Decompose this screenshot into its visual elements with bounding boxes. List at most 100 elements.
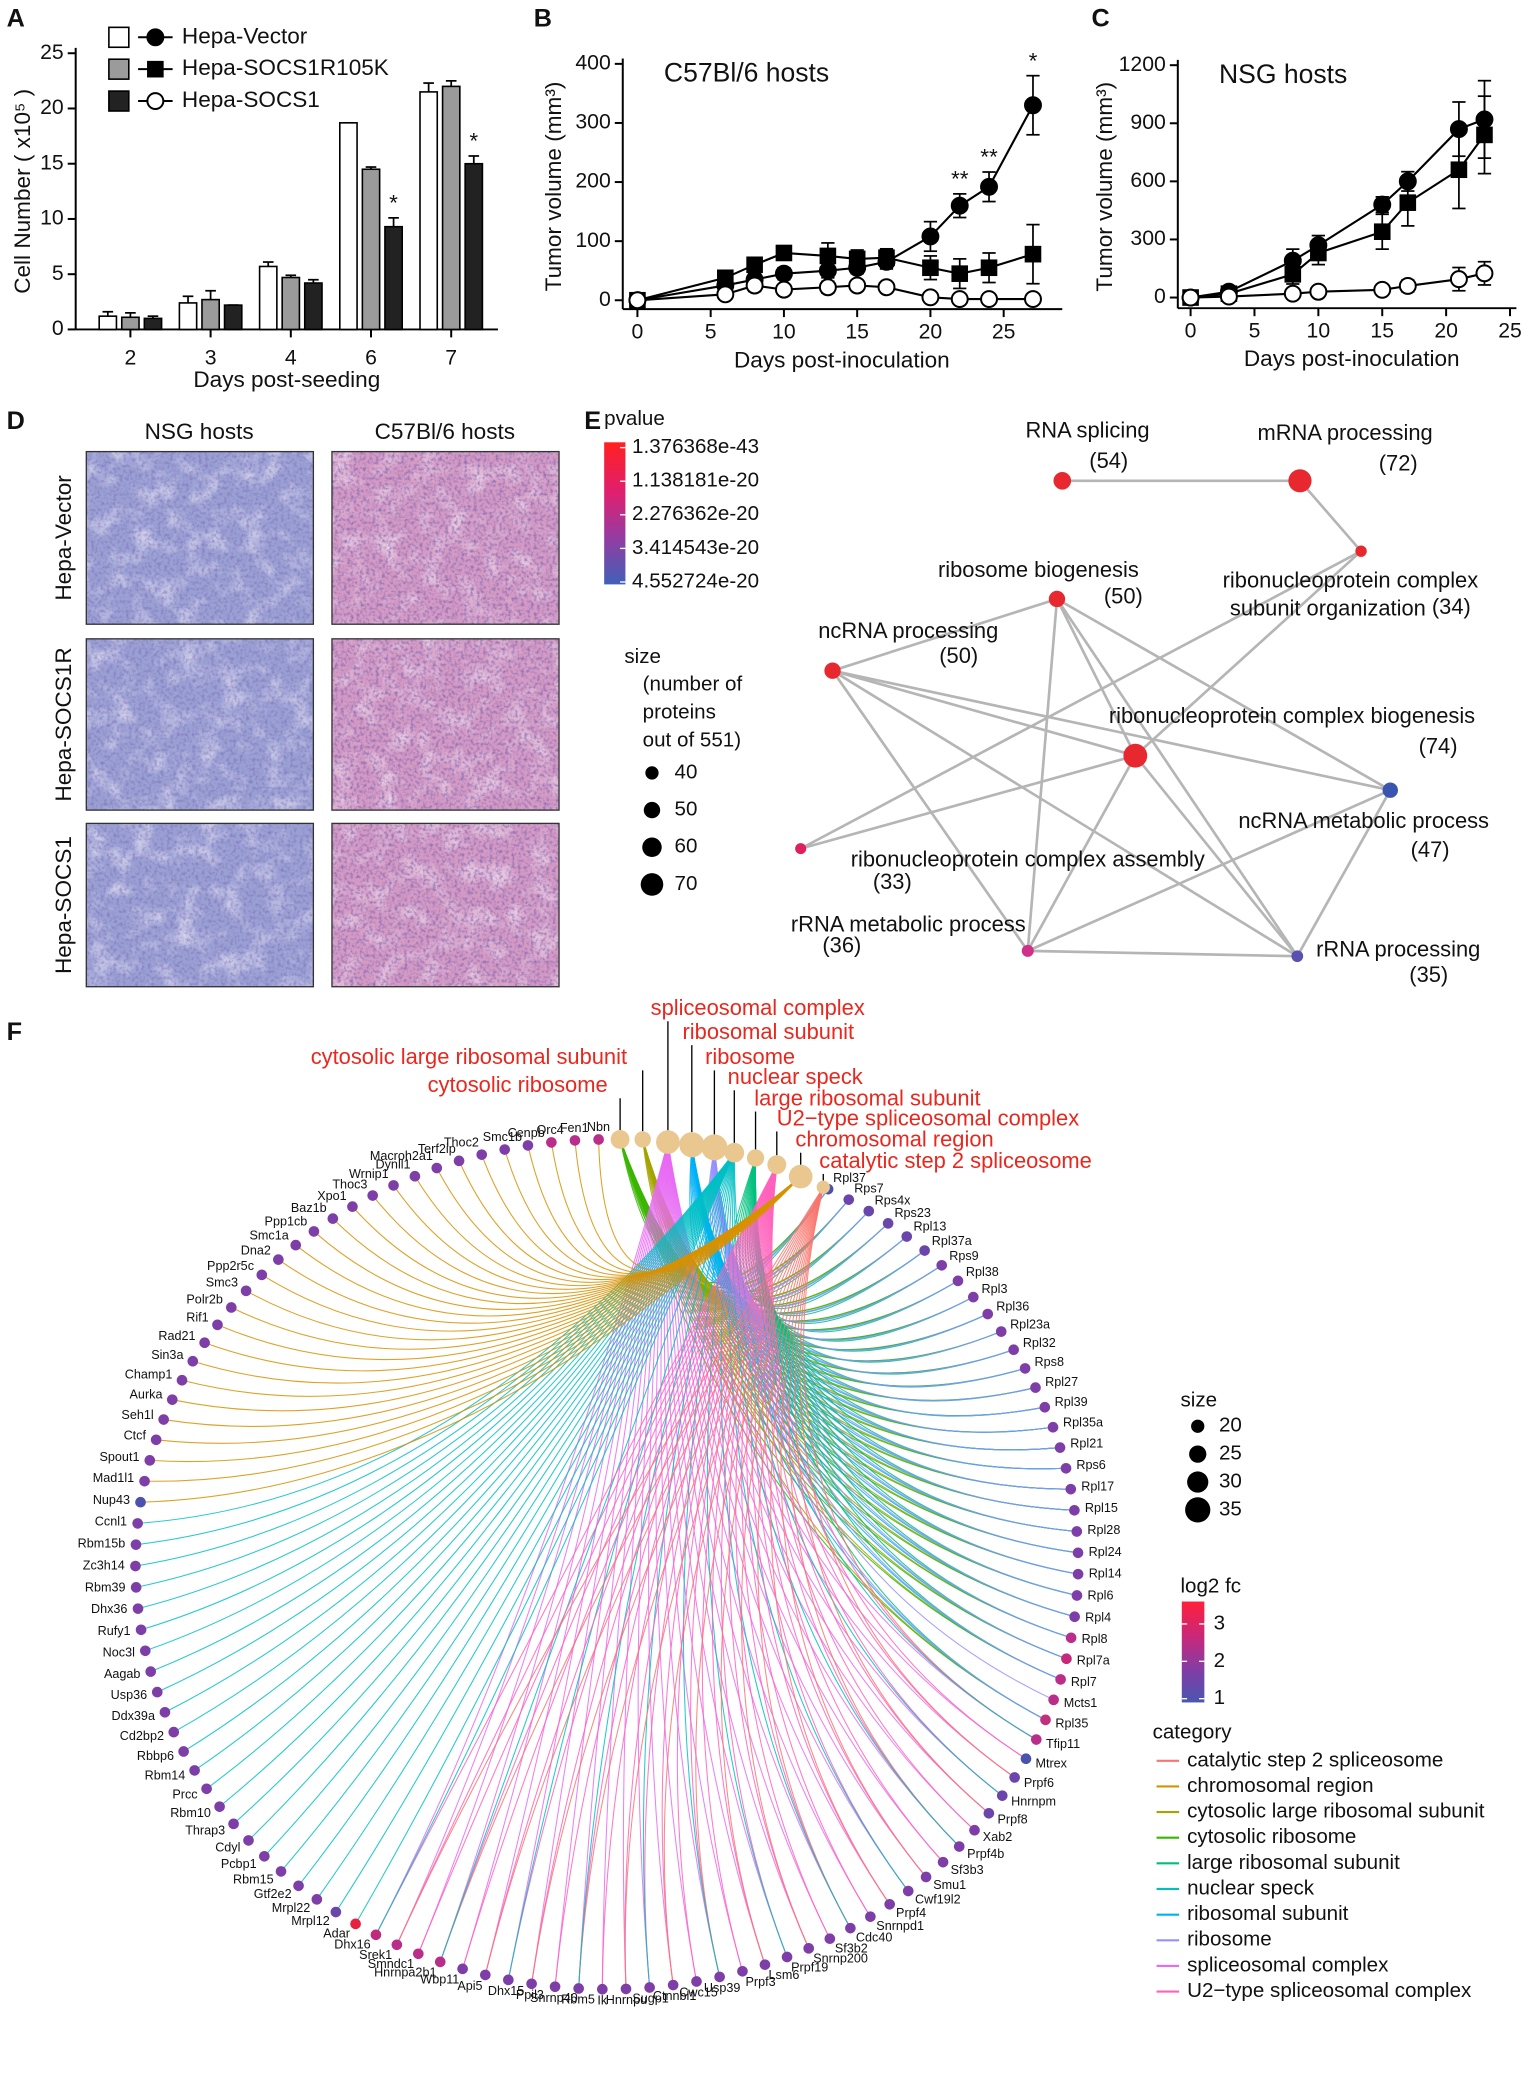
image-frame xyxy=(331,638,560,811)
gene-label: Cwf19l2 xyxy=(915,1893,961,1907)
gene-label: Rpl15 xyxy=(1085,1501,1118,1515)
gene-node xyxy=(199,1337,210,1349)
colorbar-label: 3.414543e-20 xyxy=(632,536,759,559)
gene-label: Sf3b2 xyxy=(835,1942,868,1956)
cnet-edge xyxy=(720,1164,788,1958)
gene-node xyxy=(969,1824,980,1836)
gene-node xyxy=(967,1291,979,1303)
colorbar-title: pvalue xyxy=(604,407,665,430)
size-legend-label: 70 xyxy=(675,872,698,895)
gene-label: Aurka xyxy=(130,1387,164,1401)
gene-node xyxy=(573,1983,584,1994)
gene-node xyxy=(936,1259,948,1271)
network-node xyxy=(1048,590,1066,608)
cnet-edge xyxy=(728,1164,810,1949)
bar xyxy=(223,304,243,331)
marker xyxy=(1373,280,1392,299)
category-label: ribosome xyxy=(705,1044,795,1069)
legend-label: spliceosomal complex xyxy=(1187,1953,1389,1976)
colorbar-label: 3 xyxy=(1214,1611,1225,1634)
row-label: Hepa-SOCS1 xyxy=(51,836,76,974)
gene-label: Ctnnbl1 xyxy=(653,1989,696,2003)
gene-node xyxy=(1019,1363,1031,1374)
cnet-edge xyxy=(439,1152,735,1963)
gene-label: Mcts1 xyxy=(1064,1696,1098,1710)
y-tick-label: 25 xyxy=(40,40,64,64)
gene-node xyxy=(130,1582,142,1593)
cnet-edge xyxy=(624,1187,824,1989)
legend-label: cytosolic ribosome xyxy=(1187,1825,1356,1848)
gene-node xyxy=(214,1801,225,1812)
cnet-edge xyxy=(150,1152,735,1673)
category-label: U2−type spliceosomal complex xyxy=(777,1105,1079,1130)
cnet-edge xyxy=(507,1164,778,1980)
gene-label: Api5 xyxy=(457,1979,482,1993)
bar xyxy=(464,162,484,331)
cnet-edge xyxy=(145,1152,735,1652)
x-axis-label: Days post-inoculation xyxy=(734,347,950,372)
x-tick-label: 25 xyxy=(992,320,1016,344)
gene-label: Rbm5 xyxy=(561,1993,595,2007)
network-node xyxy=(795,843,807,855)
gene-label: Ppp1cb xyxy=(265,1214,308,1228)
x-tick-label: 2 xyxy=(124,345,136,369)
gene-label: Sin3a xyxy=(151,1348,184,1362)
marker xyxy=(1024,96,1042,115)
legend-swatch xyxy=(108,58,130,80)
network-edge xyxy=(1298,479,1363,553)
network-edge xyxy=(1134,550,1362,757)
legend-label: Hepa-SOCS1R105K xyxy=(182,55,389,80)
network-node xyxy=(824,662,841,679)
cnet-edge xyxy=(137,1152,735,1524)
node-count: (34) xyxy=(1432,594,1471,619)
gene-node xyxy=(139,1645,151,1657)
gene-label: Adar xyxy=(323,1926,350,1940)
network-edge xyxy=(1026,755,1137,952)
cnet-edge xyxy=(550,1142,802,1274)
gene-label: Rad21 xyxy=(158,1329,195,1343)
x-axis-label: Days post-seeding xyxy=(193,367,380,392)
cnet-edge xyxy=(757,1187,851,1929)
gene-node xyxy=(1065,1632,1077,1644)
gene-label: Polr2b xyxy=(186,1293,222,1307)
cnet-edge xyxy=(527,1145,802,1275)
network-node xyxy=(1021,944,1034,957)
cnet-edge xyxy=(619,1139,1078,1596)
gene-node xyxy=(370,1929,382,1941)
cnet-edge xyxy=(173,1152,735,1733)
gene-node xyxy=(526,1978,537,1990)
gene-label: Ppp2r5c xyxy=(207,1259,254,1273)
bar xyxy=(384,225,404,331)
gene-label: Wrnip1 xyxy=(349,1167,389,1181)
chart-title: NSG hosts xyxy=(1219,59,1347,89)
network-node xyxy=(1288,469,1312,493)
gene-label: Smc1a xyxy=(249,1228,289,1242)
colorbar-title: log2 fc xyxy=(1180,1574,1241,1597)
cnet-edge xyxy=(140,1176,802,1503)
gene-label: Xab2 xyxy=(983,1830,1012,1844)
node-count: (35) xyxy=(1409,962,1448,987)
marker xyxy=(878,249,895,267)
gene-node xyxy=(737,1965,748,1977)
marker xyxy=(1310,244,1327,262)
network-node xyxy=(1355,545,1367,557)
chart-title: C57Bl/6 hosts xyxy=(664,58,829,88)
y-tick-label: 0 xyxy=(52,316,64,340)
gene-label: Rps4x xyxy=(875,1193,911,1207)
cnet-edge xyxy=(137,1152,735,1610)
gene-node xyxy=(803,1943,815,1954)
gene-label: Usp36 xyxy=(111,1688,147,1702)
x-tick-label: 7 xyxy=(445,345,457,369)
gene-label: Rps6 xyxy=(1076,1458,1105,1472)
histology-image xyxy=(85,822,315,988)
marker xyxy=(1476,126,1493,144)
y-tick-label: 1200 xyxy=(1119,52,1166,76)
gene-node xyxy=(243,1835,254,1846)
marker xyxy=(950,290,969,309)
gene-label: Tfip11 xyxy=(1046,1737,1080,1751)
cnet-edge xyxy=(667,1142,944,1863)
annotation: * xyxy=(469,129,478,154)
cnet-edge xyxy=(711,1164,778,1965)
node-label: rRNA metabolic process xyxy=(791,911,1026,936)
gene-label: Hnrnpu xyxy=(606,1993,647,2007)
